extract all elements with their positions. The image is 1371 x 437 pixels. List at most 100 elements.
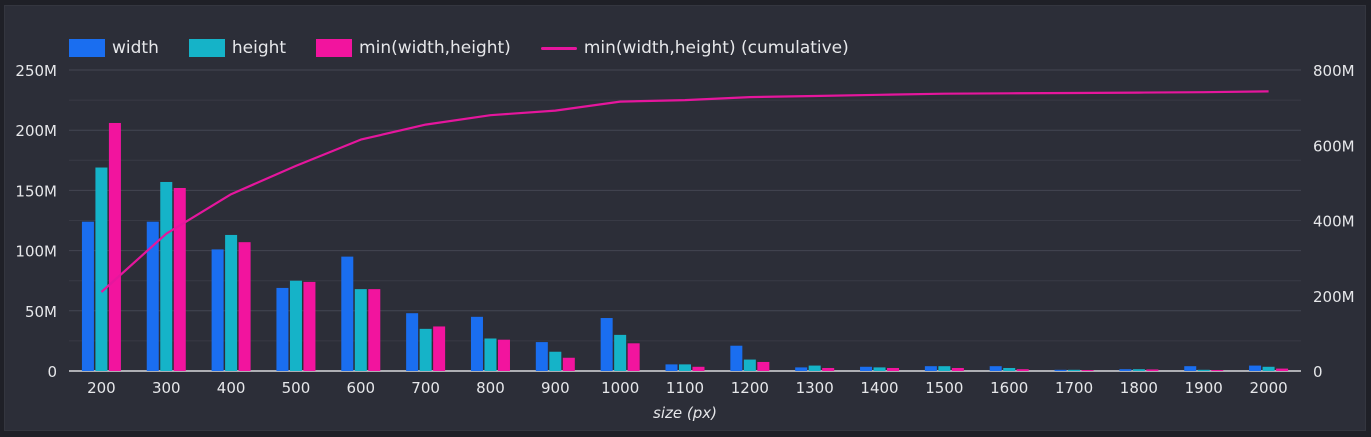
bar-height[interactable] — [549, 351, 562, 371]
bar-height[interactable] — [419, 328, 432, 371]
bar-height[interactable] — [160, 181, 173, 371]
bar-min-width-height[interactable] — [1081, 370, 1094, 371]
bar-height[interactable] — [484, 338, 497, 371]
bar-width[interactable] — [1249, 365, 1262, 371]
bar-height[interactable] — [873, 367, 886, 371]
bar-min-width-height[interactable] — [951, 367, 964, 371]
x-axis-label: size (px) — [653, 404, 717, 422]
x-tick-label: 400 — [217, 379, 246, 397]
bar-min-width-height[interactable] — [108, 122, 121, 371]
x-tick-label: 900 — [541, 379, 570, 397]
legend-label-cumulative: min(width,height) (cumulative) — [583, 38, 849, 58]
x-tick-label: 1000 — [601, 379, 639, 397]
bar-width[interactable] — [1184, 366, 1197, 371]
bar-width[interactable] — [146, 221, 159, 371]
bar-min-width-height[interactable] — [627, 343, 640, 371]
bar-width[interactable] — [1054, 369, 1067, 371]
bar-min-width-height[interactable] — [238, 242, 251, 371]
bar-width[interactable] — [81, 221, 94, 371]
bar-min-width-height[interactable] — [173, 187, 186, 371]
bar-min-width-height[interactable] — [497, 339, 510, 371]
x-tick-label: 1400 — [860, 379, 898, 397]
bar-min-width-height[interactable] — [433, 326, 446, 371]
bar-min-width-height[interactable] — [1146, 369, 1159, 371]
legend-item-height[interactable]: height — [188, 38, 287, 58]
bar-min-width-height[interactable] — [562, 357, 575, 371]
bar-height[interactable] — [1132, 369, 1145, 371]
bar-height[interactable] — [95, 167, 108, 371]
legend-label-min: min(width,height) — [359, 38, 511, 58]
legend-item-cumulative[interactable]: min(width,height) (cumulative) — [540, 38, 849, 58]
x-tick-label: 1700 — [1055, 379, 1093, 397]
bar-min-width-height[interactable] — [368, 289, 381, 371]
legend-swatch-width — [69, 39, 105, 57]
bar-height[interactable] — [614, 334, 627, 371]
bar-height[interactable] — [743, 359, 756, 371]
x-tick-label: 1200 — [731, 379, 769, 397]
y2-tick-label: 200M — [1313, 288, 1355, 306]
x-tick-label: 600 — [346, 379, 375, 397]
bar-min-width-height[interactable] — [692, 366, 705, 371]
legend-swatch-height — [188, 39, 225, 57]
chart-svg: 0 50M 100M 150M 200M 250M 0 200M 400M 600M 800M 200… — [15, 62, 1355, 422]
bar-width[interactable] — [406, 313, 419, 371]
bar-width[interactable] — [795, 367, 808, 371]
bar-width[interactable] — [1119, 369, 1132, 371]
bar-min-width-height[interactable] — [1016, 369, 1029, 371]
bar-width[interactable] — [924, 366, 937, 371]
x-tick-label: 1300 — [796, 379, 834, 397]
bar-width[interactable] — [989, 366, 1002, 371]
bar-min-width-height[interactable] — [1211, 370, 1224, 371]
cumulative-line[interactable] — [100, 90, 1269, 293]
x-tick-label: 300 — [152, 379, 181, 397]
bar-width[interactable] — [730, 345, 743, 371]
x-tick-label: 1500 — [925, 379, 963, 397]
legend-swatch-cumulative — [540, 46, 577, 50]
legend-item-min[interactable]: min(width,height) — [316, 38, 511, 58]
bar-width[interactable] — [341, 256, 354, 371]
y2-tick-label: 0 — [1313, 363, 1323, 381]
y-tick-label: 0 — [47, 363, 57, 381]
bar-height[interactable] — [1003, 367, 1016, 371]
y-tick-label: 250M — [15, 62, 57, 80]
y-tick-label: 200M — [15, 122, 57, 140]
bar-height[interactable] — [1197, 369, 1210, 371]
legend-swatch-min — [316, 39, 353, 57]
bar-min-width-height[interactable] — [757, 361, 770, 371]
bar-height[interactable] — [354, 289, 367, 371]
y2-tick-label: 600M — [1313, 137, 1355, 155]
bar-height[interactable] — [225, 234, 238, 371]
bar-width[interactable] — [860, 366, 873, 371]
bar-width[interactable] — [276, 287, 289, 371]
legend-label-width: width — [112, 38, 159, 58]
bar-min-width-height[interactable] — [303, 281, 316, 371]
y-tick-label: 150M — [15, 182, 57, 200]
bar-height[interactable] — [679, 364, 691, 371]
bar-height[interactable] — [289, 280, 302, 371]
bar-height[interactable] — [1068, 369, 1081, 371]
x-tick-label: 500 — [282, 379, 311, 397]
x-tick-label: 2000 — [1249, 379, 1287, 397]
bar-height[interactable] — [808, 365, 821, 371]
x-tick-label: 200 — [87, 379, 116, 397]
bar-height[interactable] — [1262, 366, 1275, 371]
bar-width[interactable] — [535, 342, 548, 371]
bar-min-width-height[interactable] — [887, 367, 900, 371]
bar-height[interactable] — [938, 366, 951, 371]
bar-min-width-height[interactable] — [822, 367, 835, 371]
y2-tick-label: 400M — [1313, 213, 1355, 231]
bar-min-width-height[interactable] — [1276, 368, 1289, 371]
bar-width[interactable] — [665, 364, 678, 371]
legend-item-width[interactable]: width — [69, 38, 159, 58]
legend-label-height: height — [231, 38, 287, 58]
x-tick-label: 1600 — [990, 379, 1028, 397]
y-tick-label: 100M — [15, 243, 57, 261]
bar-width[interactable] — [600, 318, 613, 371]
x-tick-label: 700 — [411, 379, 440, 397]
bar-width[interactable] — [470, 316, 483, 371]
y-tick-label: 50M — [25, 303, 57, 321]
bar-width[interactable] — [211, 249, 224, 371]
legend: width height min(width,height) min(width… — [69, 34, 879, 62]
chart-panel: width height min(width,height) min(width… — [4, 5, 1366, 431]
x-tick-label: 800 — [476, 379, 505, 397]
